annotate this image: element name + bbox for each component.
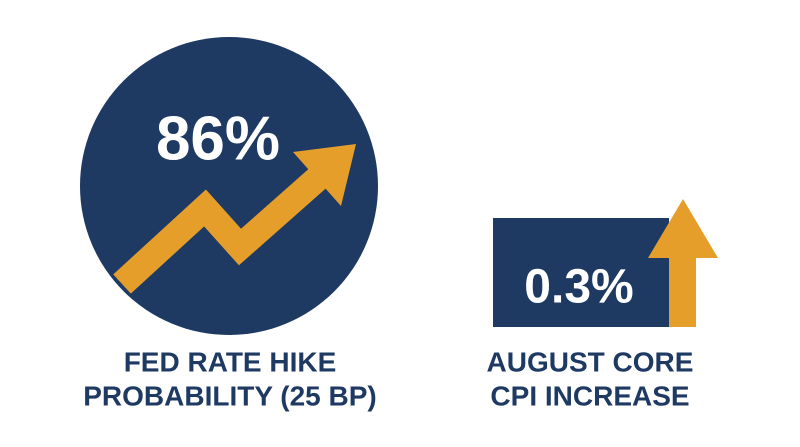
stat-value: 0.3% — [524, 261, 633, 314]
up-arrow-head — [648, 199, 718, 258]
stat-cpi: 0.3% AUGUST CORE CPI INCREASE — [487, 199, 718, 411]
stat-label: PROBABILITY (25 BP) — [83, 380, 377, 411]
up-arrow-shaft — [669, 256, 696, 327]
stat-value: 86% — [156, 104, 280, 173]
stat-label: AUGUST CORE — [487, 346, 694, 377]
stat-label: CPI INCREASE — [490, 380, 689, 411]
stat-label: FED RATE HIKE — [124, 346, 337, 377]
value-box — [493, 218, 669, 327]
stat-probability: 86% FED RATE HIKE PROBABILITY (25 BP) — [80, 37, 378, 411]
trend-arrow-shaft — [113, 168, 327, 294]
trend-arrow-head — [293, 144, 356, 206]
